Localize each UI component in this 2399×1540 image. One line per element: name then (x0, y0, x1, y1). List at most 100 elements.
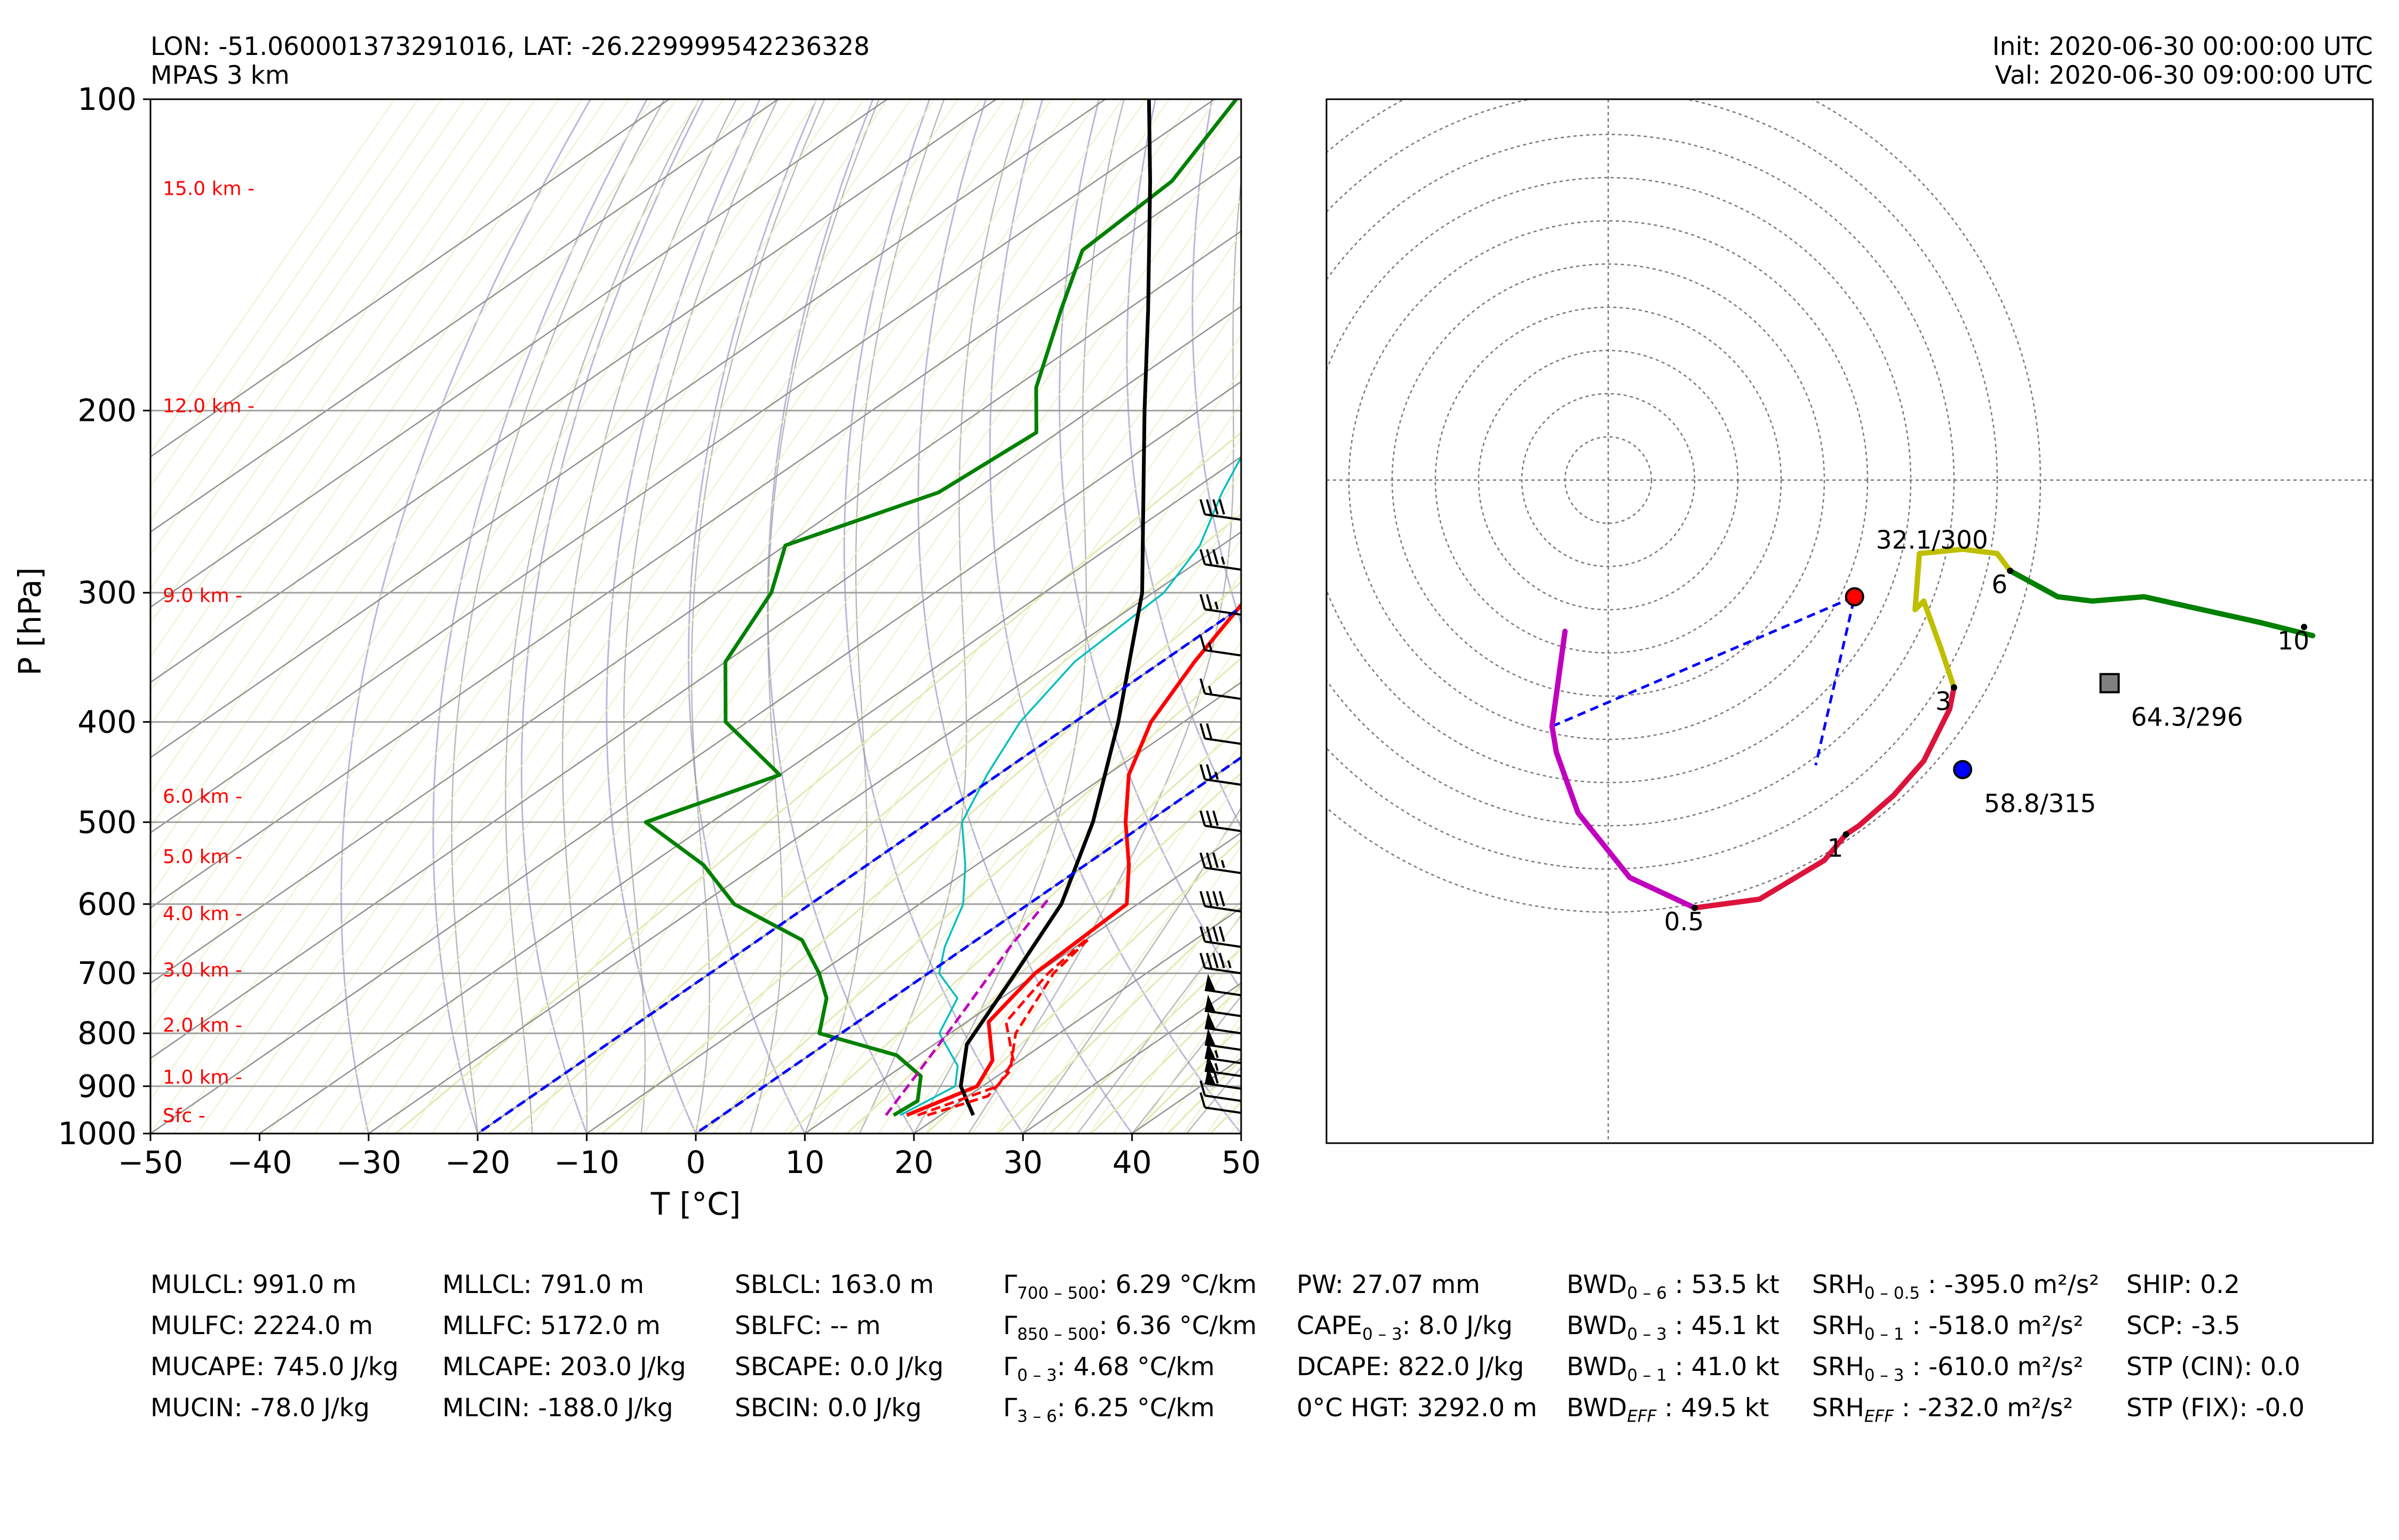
barb-pennant (1205, 1012, 1216, 1030)
mixing-hatch (948, 708, 1241, 1134)
barb-staff (1204, 778, 1242, 786)
barb-full (1200, 1080, 1206, 1096)
dry-adiabat (767, 99, 915, 1134)
stat-value: : -395.0 m²/s² (1920, 1270, 2100, 1299)
dewpoint-line (644, 99, 1238, 1117)
height-marker-label: 0.5 (1664, 907, 1704, 937)
stat-stp-fix: STP (FIX): -0.0 (2126, 1393, 2305, 1423)
wind-barb (1204, 1012, 1242, 1035)
mixing-hatch (1395, 0, 2399, 1134)
barb-staff (1204, 513, 1242, 521)
stat-row: BWD0 – 6 : 53.5 kt (1567, 1264, 1780, 1305)
wind-barb (1200, 891, 1242, 913)
barb-full (1212, 852, 1219, 868)
stat-row: CAPE0 – 3: 8.0 J/kg (1297, 1305, 1537, 1346)
height-marker-label: 6 (1991, 570, 2007, 600)
height-label: 1.0 km - (163, 1066, 242, 1088)
dry-adiabat (1890, 99, 2399, 1134)
mixing-hatch (1512, 0, 2399, 1134)
stat-mllfc: MLLFC: 5172.0 m (442, 1311, 661, 1340)
mixing-hatch (150, 99, 489, 590)
stat-ship: SHIP: 0.2 (2126, 1270, 2240, 1299)
wind-barb (1200, 764, 1242, 786)
mixing-ratio-line (788, 725, 1241, 1134)
mixing-hatch (338, 99, 1053, 1134)
stat-row: BWD0 – 1 : 41.0 kt (1567, 1346, 1780, 1387)
background-lines (150, 0, 2399, 1134)
mixing-ratio-line (997, 900, 1241, 1134)
barb-half (1214, 771, 1219, 780)
wind-barb (1200, 594, 1242, 616)
stats-col-lapse: Γ700 – 500: 6.29 °C/km Γ850 – 500: 6.36 °… (1003, 1264, 1257, 1429)
barb-pennant (1205, 1028, 1216, 1046)
stat-scp: SCP: -3.5 (2126, 1311, 2241, 1340)
x-axis-label: T [°C] (650, 1186, 741, 1222)
mixing-hatch (150, 99, 630, 794)
height-marker (2007, 568, 2014, 574)
dry-adiabat (1437, 99, 2005, 1134)
storm-motion-marker (1845, 587, 1864, 607)
barb-full (1212, 926, 1219, 942)
mixing-hatch (1841, 0, 2399, 1134)
barb-pennant (1205, 1042, 1216, 1059)
height-label: 12.0 km - (163, 395, 255, 417)
mixing-ratio-line (846, 772, 1241, 1134)
mixing-hatch (1089, 913, 1241, 1134)
y-tick-label: 100 (77, 81, 137, 117)
isotherm (1240, 1132, 1241, 1134)
mixing-hatch (596, 198, 1241, 1134)
isotherm (150, 99, 1216, 834)
stat-symbol: BWD (1567, 1311, 1627, 1340)
mixing-hatch (1606, 0, 2399, 1134)
barb-half (1214, 1050, 1219, 1058)
stat-mucape: MUCAPE: 745.0 J/kg (150, 1352, 399, 1382)
stat-value: : 53.5 kt (1666, 1270, 1780, 1299)
marker-label: 32.1/300 (1876, 526, 1988, 555)
moist-adiabat (561, 99, 737, 1134)
stats-col-srh: SRH0 – 0.5 : -395.0 m²/s² SRH0 – 1 : -518… (1812, 1264, 2099, 1429)
x-tick-label: 10 (785, 1144, 824, 1180)
moist-adiabat (1022, 806, 1241, 1134)
mixing-hatch (150, 99, 513, 624)
mixing-hatch (995, 777, 1241, 1134)
stat-mulcl: MULCL: 991.0 m (150, 1270, 357, 1299)
skewt-plot-area (150, 0, 2399, 1134)
dry-adiabat (843, 99, 1024, 1134)
mixing-hatch (150, 99, 466, 556)
mixing-hatch (1864, 0, 2399, 1134)
stats-col-mu: MULCL: 991.0 m MULFC: 2224.0 m MUCAPE: 7… (150, 1264, 399, 1429)
stat-symbol: BWD (1567, 1393, 1627, 1423)
dry-adiabat (1191, 99, 1241, 627)
dry-adiabat (2003, 99, 2399, 1134)
hodo-segment (1692, 684, 1957, 911)
x-tick-label: 20 (894, 1144, 934, 1180)
mixing-hatch (1583, 0, 2399, 1134)
stat-sbcape: SBCAPE: 0.0 J/kg (735, 1352, 944, 1382)
bunkers-dashed-line (1551, 594, 1857, 766)
mixing-hatch (1653, 0, 2399, 1134)
dry-adiabat (917, 99, 1133, 1134)
x-tick-label: 40 (1113, 1144, 1152, 1180)
barb-full (1219, 926, 1225, 942)
mixing-hatch (150, 99, 841, 1100)
mixing-hatch (150, 99, 865, 1134)
wind-barb (1200, 926, 1242, 948)
mixing-hatch (526, 99, 1241, 1134)
height-marker-label: 3 (1935, 687, 1951, 716)
barb-staff (1204, 1057, 1242, 1065)
mixing-hatch (549, 130, 1241, 1134)
mixing-hatch (1489, 0, 2399, 1134)
wind-barb (1200, 723, 1242, 745)
mixing-hatch (807, 504, 1241, 1134)
mixing-ratio-line (1167, 1058, 1241, 1134)
mixing-hatch (1206, 1083, 1241, 1134)
barb-half (1221, 860, 1225, 868)
mixing-hatch (267, 99, 982, 1134)
barb-full (1212, 891, 1219, 907)
mixing-ratio-line (508, 512, 1241, 1134)
mixing-hatch (173, 99, 888, 1134)
wind-barb (1200, 810, 1242, 832)
dry-adiabat (1833, 99, 2399, 1134)
stat-value: : 6.36 °C/km (1099, 1311, 1257, 1340)
stat-row: DCAPE: 822.0 J/kg (1297, 1346, 1537, 1387)
